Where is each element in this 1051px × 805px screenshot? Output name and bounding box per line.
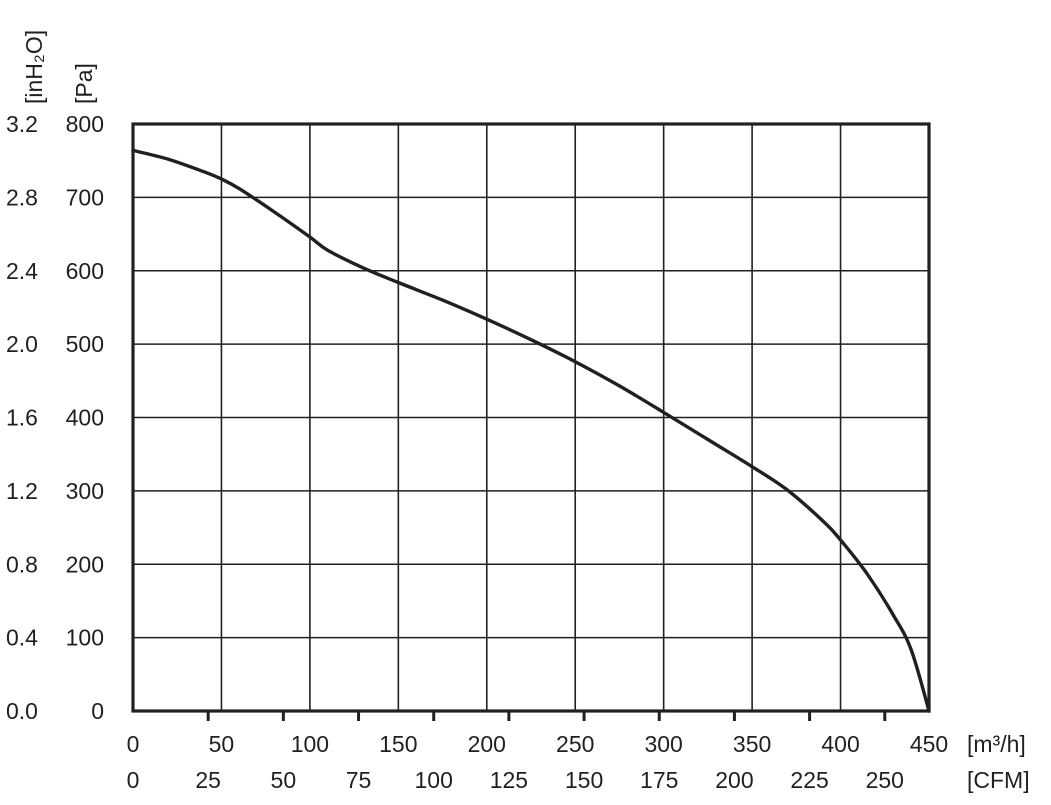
y-tick-label-inh2o: 0.4 <box>6 625 38 651</box>
y-tick-label-pa: 100 <box>66 625 104 651</box>
y-tick-label-inh2o: 0.8 <box>6 551 38 577</box>
x-tick-label-m3h: 300 <box>644 731 682 757</box>
x-tick-label-m3h: 150 <box>379 731 417 757</box>
x-tick-label-cfm: 100 <box>415 767 453 793</box>
x-tick-label-cfm: 250 <box>866 767 904 793</box>
y-tick-label-pa: 800 <box>66 111 104 137</box>
y-tick-label-pa: 200 <box>66 551 104 577</box>
x-tick-label-cfm: 50 <box>271 767 297 793</box>
y-tick-label-inh2o: 1.2 <box>6 478 38 504</box>
x-tick-label-m3h: 50 <box>209 731 235 757</box>
x-tick-label-cfm: 200 <box>715 767 753 793</box>
x-tick-label-cfm: 150 <box>565 767 603 793</box>
plot-frame <box>131 122 931 713</box>
y-tick-label-pa: 600 <box>66 258 104 284</box>
x-tick-label-cfm: 25 <box>195 767 221 793</box>
x-tick-label-cfm: 175 <box>640 767 678 793</box>
x-tick-label-m3h: 100 <box>291 731 329 757</box>
x-tick-label-cfm: 75 <box>346 767 372 793</box>
y-tick-label-inh2o: 2.4 <box>6 258 38 284</box>
grid <box>133 124 929 711</box>
y-unit-inh2o: [inH₂O] <box>21 30 47 104</box>
x-tick-label-m3h: 350 <box>733 731 771 757</box>
y-unit-pa: [Pa] <box>71 63 97 104</box>
x-tick-marks <box>206 711 887 721</box>
y-tick-label-inh2o: 0.0 <box>6 698 38 724</box>
y-tick-label-inh2o: 1.6 <box>6 405 38 431</box>
x-tick-label-m3h: 250 <box>556 731 594 757</box>
y-tick-label-pa: 500 <box>66 331 104 357</box>
x-tick-label-cfm: 225 <box>790 767 828 793</box>
x-unit-m3h: [m³/h] <box>967 731 1026 757</box>
x-tick-label-m3h: 450 <box>910 731 948 757</box>
y-tick-label-inh2o: 2.0 <box>6 331 38 357</box>
x-tick-label-m3h: 200 <box>468 731 506 757</box>
tick-labels: 0.0 0.4 0.8 1.2 1.6 2.0 2.4 2.8 3.2 0 100 200 300 400… <box>6 111 948 793</box>
x-tick-label-m3h: 0 <box>127 731 140 757</box>
y-tick-label-pa: 400 <box>66 405 104 431</box>
pressure-flow-curve <box>131 148 931 713</box>
x-tick-label-cfm: 0 <box>127 767 140 793</box>
y-tick-label-pa: 700 <box>66 184 104 210</box>
y-tick-label-pa: 0 <box>91 698 104 724</box>
x-unit-cfm: [CFM] <box>967 767 1030 793</box>
y-tick-label-pa: 300 <box>66 478 104 504</box>
x-tick-label-m3h: 400 <box>821 731 859 757</box>
y-tick-label-inh2o: 3.2 <box>6 111 38 137</box>
x-tick-label-cfm: 125 <box>490 767 528 793</box>
y-tick-label-inh2o: 2.8 <box>6 184 38 210</box>
